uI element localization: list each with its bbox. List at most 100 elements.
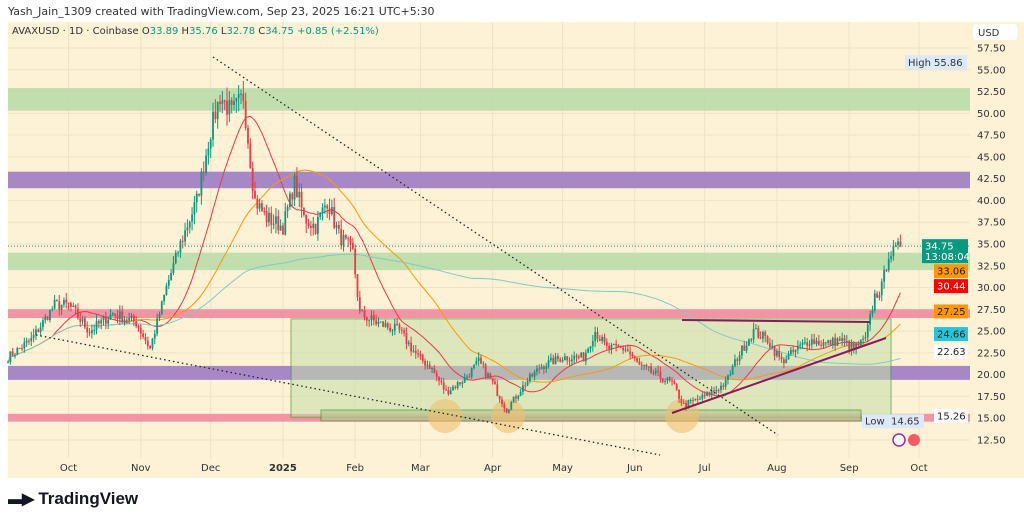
x-tick-label: Nov (131, 463, 151, 474)
candle-body (829, 340, 832, 346)
candle-body (228, 100, 231, 115)
candle-body (494, 381, 496, 385)
candle-body (899, 241, 902, 247)
candle-body (293, 175, 296, 200)
candle-body (265, 211, 268, 223)
candle-body (484, 364, 487, 377)
candle-body (440, 380, 443, 383)
candle-body (666, 377, 669, 381)
price-label-box (934, 279, 968, 294)
candle-body (104, 316, 107, 324)
candle-body (473, 364, 475, 368)
candle-body (556, 356, 559, 360)
candle-body (93, 329, 96, 331)
candle-body (536, 368, 538, 372)
candle-body (121, 311, 124, 323)
candle-body (615, 343, 618, 346)
candle-body (582, 352, 585, 362)
high-label: High (908, 58, 931, 69)
candle-body (361, 310, 364, 312)
candle-body (286, 206, 289, 212)
candle-body (782, 359, 785, 364)
candle-body (11, 351, 14, 356)
candle-body (193, 202, 196, 215)
candle-body (65, 299, 68, 303)
candle-body (188, 221, 191, 228)
candle-body (843, 338, 846, 342)
candle-body (158, 314, 161, 319)
candle-body (594, 332, 597, 342)
candle-body (589, 346, 592, 349)
candle-body (419, 354, 422, 356)
candle-body (563, 356, 566, 360)
candle-body (692, 400, 694, 402)
y-tick-label: 55.00 (977, 65, 1006, 76)
candle-body (209, 139, 212, 149)
candle-body (757, 328, 760, 338)
candle-body (123, 319, 126, 323)
candle-body (100, 319, 103, 324)
candle-body (170, 272, 172, 281)
candle-body (95, 321, 98, 330)
candle-body (389, 327, 392, 332)
candle-body (326, 205, 329, 209)
candle-body (533, 371, 536, 377)
candle-body (249, 143, 252, 169)
candle-body (654, 370, 657, 374)
candle-body (42, 320, 44, 328)
price-label-value: 24.66 (937, 330, 966, 341)
candle-body (184, 230, 186, 242)
candle-body (277, 216, 280, 231)
candle-body (233, 101, 235, 105)
candle-body (894, 245, 897, 247)
candle-body (46, 316, 49, 321)
bottom-highlight (428, 399, 462, 433)
candle-body (608, 345, 611, 350)
candle-body (9, 351, 12, 362)
candle-body (316, 216, 319, 234)
candle-body (580, 352, 583, 358)
y-tick-label: 50.00 (977, 109, 1006, 120)
candle-body (568, 360, 571, 362)
candle-body (810, 339, 813, 345)
x-tick-label: Aug (767, 463, 787, 474)
candle-body (759, 337, 762, 339)
candle-body (412, 350, 415, 352)
candle-body (545, 366, 548, 369)
candle-body (519, 391, 522, 396)
candle-body (897, 241, 899, 246)
candle-body (475, 360, 478, 365)
candle-body (678, 389, 680, 399)
candle-body (195, 193, 198, 203)
candle-body (731, 366, 734, 375)
time-axis-background (8, 458, 970, 478)
candle-body (869, 314, 871, 325)
candle-body (139, 327, 142, 334)
x-tick-label: Oct (60, 463, 77, 474)
candle-body (319, 212, 322, 217)
candle-body (114, 313, 117, 316)
candle-body (142, 333, 145, 337)
candle-body (67, 302, 70, 304)
low-label: Low (865, 417, 885, 428)
candle-body (323, 205, 326, 208)
candle-body (35, 329, 37, 335)
candle-body (522, 385, 524, 392)
candle-body (501, 399, 503, 405)
candle-body (806, 342, 809, 346)
candle-body (652, 372, 655, 374)
candle-body (778, 351, 781, 357)
resistance-line (681, 319, 871, 323)
x-tick-label: Feb (346, 463, 364, 474)
candle-body (785, 359, 788, 364)
candle-body (456, 382, 459, 388)
candle-body (109, 314, 112, 320)
candle-body (251, 168, 254, 191)
candle-body (850, 342, 853, 350)
candle-body (626, 349, 629, 352)
candle-body (97, 321, 100, 324)
candle-body (508, 409, 510, 413)
tradingview-logo[interactable]: ▬▶ TradingView (8, 489, 138, 509)
candle-body (452, 386, 454, 391)
